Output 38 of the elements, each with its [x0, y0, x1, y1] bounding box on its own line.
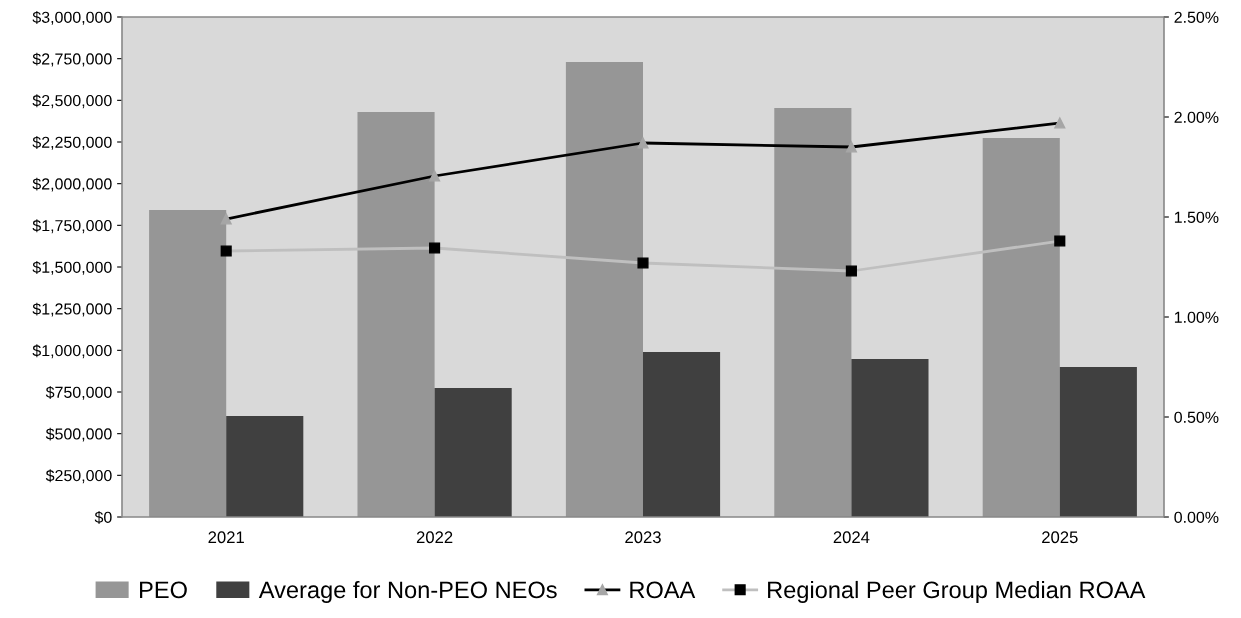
y-tick-label: $750,000: [45, 385, 112, 400]
y-tick-label: $3,000,000: [32, 10, 112, 25]
x-tick-label: 2021: [208, 531, 244, 544]
y2-tick-label: 0.50%: [1174, 411, 1219, 423]
bar: [565, 62, 643, 517]
y2-tick-label: 0.00%: [1174, 511, 1219, 523]
y-tick-label: $0: [94, 510, 112, 524]
bar: [1059, 367, 1137, 517]
legend-label: PEO: [140, 581, 187, 599]
y2-tick-label: 2.00%: [1174, 111, 1219, 123]
bar: [149, 210, 227, 517]
x-tick-label: 2025: [1042, 531, 1078, 544]
y-tick-label: $1,000,000: [32, 344, 112, 359]
y2-tick-label: 1.00%: [1174, 311, 1219, 323]
bar: [851, 359, 929, 517]
y-tick-label: $500,000: [45, 427, 112, 442]
y-tick-label: $2,250,000: [32, 135, 112, 150]
legend-label: Average for Non-PEO NEOs: [258, 580, 557, 603]
bar: [357, 112, 435, 517]
y-tick-label: $2,500,000: [32, 94, 112, 109]
y2-tick-label: 2.50%: [1174, 11, 1219, 23]
x-tick-label: 2024: [833, 531, 870, 544]
legend-label: Regional Peer Group Median ROAA: [768, 580, 1146, 603]
legend-label: ROAA: [630, 581, 696, 599]
bar: [774, 108, 852, 517]
y-tick-label: $1,500,000: [32, 260, 112, 275]
bar: [982, 138, 1060, 517]
y-tick-label: $2,000,000: [32, 177, 112, 192]
bar: [434, 388, 512, 517]
y-tick-label: $1,250,000: [32, 302, 112, 317]
y-tick-label: $250,000: [45, 469, 112, 484]
y2-tick-label: 1.50%: [1174, 211, 1219, 223]
y-tick-label: $1,750,000: [32, 219, 112, 234]
x-tick-label: 2022: [416, 531, 453, 544]
y-tick-label: $2,750,000: [32, 52, 112, 67]
bar: [226, 416, 304, 517]
bar: [643, 352, 721, 517]
x-tick-label: 2023: [625, 531, 661, 544]
